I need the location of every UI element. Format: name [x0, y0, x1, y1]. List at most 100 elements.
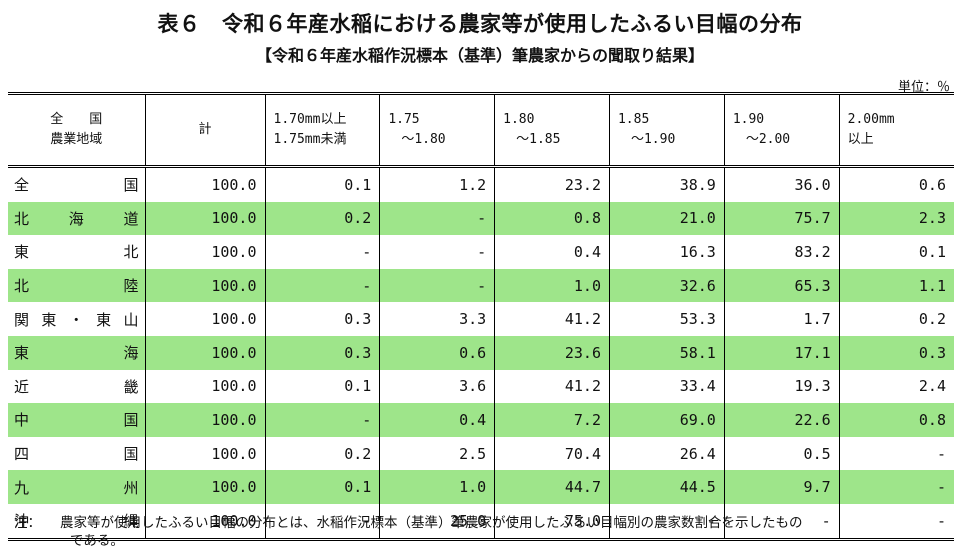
value-cell: 7.2 — [494, 403, 610, 437]
value-cell: 36.0 — [723, 166, 840, 202]
header-total: 計 — [144, 92, 265, 168]
value-cell: 2.5 — [379, 436, 495, 471]
value-cell: - — [264, 235, 380, 269]
value-cell: 32.6 — [608, 268, 725, 303]
table-row: 北 海 道 100.0 0.2-0.8 21.0 75.7 2.3 — [8, 201, 954, 236]
value-cell: 69.0 — [608, 403, 725, 437]
value-cell: 75.7 — [723, 201, 840, 236]
value-cell: 0.4 — [379, 403, 495, 437]
value-cell: 9.7 — [723, 470, 840, 504]
region-char: 北 — [123, 243, 139, 262]
value-cell: 0.6 — [838, 166, 954, 202]
header-range-6: 2.00mm 以上 — [838, 92, 954, 168]
value-cell: 1.2 — [379, 166, 495, 202]
header-range-1: 1.70mm以上 1.75mm未満 — [264, 92, 380, 168]
table-row: 沖縄 100.0-25.0 75.0- - - — [8, 503, 954, 541]
table-row: 近畿 100.0 0.1 3.6 41.2 33.4 19.3 2.4 — [8, 369, 954, 404]
value-cell: 0.3 — [838, 335, 954, 370]
value-cell: 44.7 — [494, 470, 610, 504]
table-row: 東北 100.0- -0.4 16.3 83.2 0.1 — [8, 235, 954, 269]
table-row: 中国 100.0-0.4 7.2 69.0 22.6 0.8 — [8, 403, 954, 437]
value-cell: 75.0 — [494, 503, 610, 541]
region-char: 山 — [123, 310, 139, 329]
value-cell: - — [838, 436, 954, 471]
value-cell: - — [838, 470, 954, 504]
value-cell: - — [264, 268, 380, 303]
total-cell: 100.0 — [144, 470, 265, 504]
value-cell: 2.4 — [838, 369, 954, 404]
region-char: 関 — [14, 310, 30, 329]
total-cell: 100.0 — [144, 302, 265, 336]
value-cell: 33.4 — [608, 369, 725, 404]
value-cell: 0.8 — [494, 201, 610, 236]
value-cell: - — [264, 503, 380, 541]
region-char: ・ — [68, 310, 84, 329]
region-char: 四 — [14, 445, 30, 464]
value-cell: - — [264, 403, 380, 437]
value-cell: 0.3 — [264, 302, 380, 336]
value-cell: 44.5 — [608, 470, 725, 504]
region-char: 海 — [68, 209, 84, 228]
value-cell: 70.4 — [494, 436, 610, 471]
region-char: 道 — [123, 209, 139, 228]
region-cell: 沖縄 — [8, 503, 145, 541]
total-cell: 100.0 — [144, 436, 265, 471]
value-cell: 65.3 — [723, 268, 840, 303]
value-cell: 0.8 — [838, 403, 954, 437]
region-char: 州 — [123, 478, 139, 497]
region-char: 国 — [123, 445, 139, 464]
value-cell: 23.2 — [494, 166, 610, 202]
page-title: 表６ 令和６年産水稲における農家等が使用したふるい目幅の分布 — [157, 12, 803, 36]
region-char: 北 — [14, 209, 30, 228]
table-row: 九州 100.0 0.1 1.0 44.7 44.5 9.7- — [8, 470, 954, 504]
page-subtitle: 【令和６年産水稲作況標本（基準）筆農家からの聞取り結果】 — [255, 46, 704, 65]
value-cell: 22.6 — [723, 403, 840, 437]
value-cell: 53.3 — [608, 302, 725, 336]
region-char: 九 — [14, 478, 30, 497]
value-cell: 41.2 — [494, 369, 610, 404]
total-cell: 100.0 — [144, 503, 265, 541]
value-cell: 1.7 — [723, 302, 840, 336]
value-cell: - — [838, 503, 954, 541]
table-row: 東海 100.0 0.3 0.6 23.6 58.1 17.1 0.3 — [8, 335, 954, 370]
region-char: 東 — [41, 310, 57, 329]
region-char: 東 — [96, 310, 112, 329]
value-cell: 3.3 — [379, 302, 495, 336]
footnote: 注： 農家等が使用したふるい目幅の分布とは、水稲作況標本（基準）筆農家が使用したふ… — [14, 515, 803, 549]
value-cell: 19.3 — [723, 369, 840, 404]
value-cell: 0.1 — [264, 470, 380, 504]
table-row: 北陸 100.0- -1.0 32.6 65.3 1.1 — [8, 268, 954, 303]
value-cell: 0.2 — [264, 201, 380, 236]
total-cell: 100.0 — [144, 403, 265, 437]
value-cell: 17.1 — [723, 335, 840, 370]
total-cell: 100.0 — [144, 235, 265, 269]
value-cell: 0.5 — [723, 436, 840, 471]
region-cell: 北陸 — [8, 268, 145, 303]
value-cell: 0.2 — [838, 302, 954, 336]
header-region: 全 国 農業地域 — [8, 92, 145, 168]
value-cell: 26.4 — [608, 436, 725, 471]
value-cell: - — [379, 268, 495, 303]
value-cell: 0.1 — [264, 369, 380, 404]
region-cell: 北海道 — [8, 201, 145, 236]
region-cell: 近畿 — [8, 370, 145, 404]
region-cell: 東海 — [8, 335, 145, 370]
region-char: 海 — [123, 344, 139, 363]
header-range-4: 1.85 ～1.90 — [608, 92, 725, 168]
total-cell: 100.0 — [144, 166, 265, 202]
value-cell: 21.0 — [608, 201, 725, 236]
region-cell: 九州 — [8, 470, 145, 504]
header-range-2: 1.75 ～1.80 — [379, 92, 495, 168]
region-cell: 東北 — [8, 235, 145, 269]
value-cell: 25.0 — [379, 503, 495, 541]
value-cell: 0.1 — [264, 166, 380, 202]
region-char: 北 — [14, 277, 30, 296]
value-cell: 23.6 — [494, 335, 610, 370]
value-cell: 16.3 — [608, 235, 725, 269]
region-char: 沖 — [14, 512, 30, 531]
region-cell: 四国 — [8, 437, 145, 471]
region-char: 縄 — [123, 512, 139, 531]
value-cell: - — [608, 503, 725, 541]
region-char: 東 — [14, 344, 30, 363]
value-cell: 0.1 — [838, 235, 954, 269]
